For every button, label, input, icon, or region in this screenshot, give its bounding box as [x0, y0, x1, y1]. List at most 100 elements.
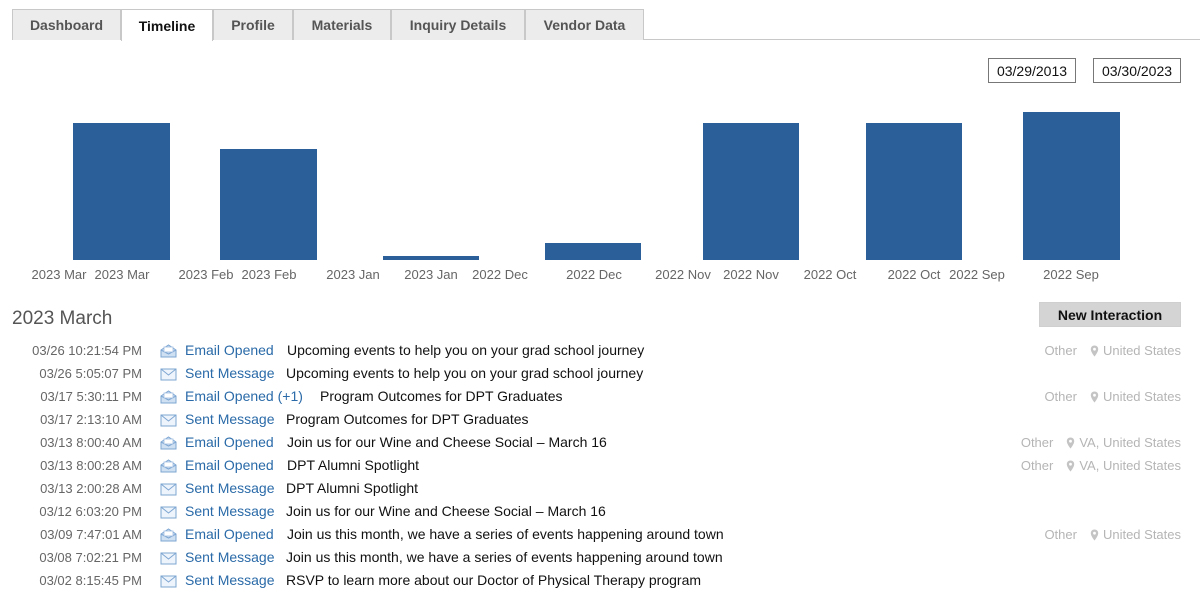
sent-message-icon	[160, 505, 177, 519]
interaction-subject: Join us this month, we have a series of …	[286, 549, 723, 565]
interaction-subject: Join us for our Wine and Cheese Social –…	[287, 434, 607, 450]
sent-message-icon	[160, 367, 177, 381]
interaction-row[interactable]: 03/09 7:47:01 AM Email Opened Join us this…	[0, 523, 1200, 546]
chart-bar[interactable]	[220, 149, 317, 260]
interaction-type-link[interactable]: Sent Message	[185, 365, 275, 381]
month-heading: 2023 March	[12, 308, 113, 329]
interaction-type-link[interactable]: Email Opened	[185, 457, 274, 473]
interaction-timestamp: 03/13 8:00:40 AM	[40, 435, 142, 450]
interaction-timestamp: 03/13 2:00:28 AM	[40, 481, 142, 496]
x-tick-label: 2023 Mar	[32, 267, 88, 282]
x-tick-label: 2022 Oct	[888, 267, 941, 282]
interaction-location: United States	[1102, 343, 1181, 358]
interaction-location: United States	[1102, 527, 1181, 542]
x-tick-label: 2022 Nov	[723, 267, 779, 282]
interaction-meta: Other United States	[1044, 343, 1181, 358]
interaction-row[interactable]: 03/08 7:02:21 PM Sent Message Join us this…	[0, 546, 1200, 569]
interaction-timestamp: 03/12 6:03:20 PM	[39, 504, 142, 519]
email-opened-icon	[160, 459, 177, 473]
x-tick-label: 2022 Oct	[804, 267, 857, 282]
chart-bar[interactable]	[545, 243, 641, 260]
sent-message-icon	[160, 482, 177, 496]
interaction-row[interactable]: 03/13 2:00:28 AM Sent Message DPT Alumni S…	[0, 477, 1200, 500]
interaction-timestamp: 03/17 5:30:11 PM	[40, 389, 142, 404]
interaction-timestamp: 03/02 8:15:45 PM	[39, 573, 142, 588]
interaction-source: Other	[1044, 389, 1077, 404]
interaction-row[interactable]: 03/17 5:30:11 PM Email Opened (+1) Program…	[0, 385, 1200, 408]
tab-bar: Dashboard Timeline Profile Materials Inq…	[0, 0, 1200, 41]
email-opened-icon	[160, 528, 177, 542]
interaction-type-link[interactable]: Email Opened	[185, 526, 274, 542]
interaction-location: VA, United States	[1079, 435, 1181, 450]
interaction-timestamp: 03/09 7:47:01 AM	[40, 527, 142, 542]
interaction-type-link[interactable]: Sent Message	[185, 549, 275, 565]
interaction-type-link[interactable]: Email Opened (+1)	[185, 388, 303, 404]
chart-bar[interactable]	[73, 123, 170, 260]
interaction-timestamp: 03/13 8:00:28 AM	[40, 458, 142, 473]
interaction-type-link[interactable]: Sent Message	[185, 480, 275, 496]
tab-profile[interactable]: Profile	[213, 9, 293, 40]
x-tick-label: 2022 Sep	[1043, 267, 1099, 282]
interaction-subject: Program Outcomes for DPT Graduates	[320, 388, 563, 404]
interaction-timestamp: 03/17 2:13:10 AM	[40, 412, 142, 427]
interaction-subject: Upcoming events to help you on your grad…	[286, 365, 644, 381]
interaction-row[interactable]: 03/26 10:21:54 PM Email Opened Upcoming ev…	[0, 339, 1200, 362]
interaction-meta: Other VA, United States	[1021, 435, 1181, 450]
interaction-row[interactable]: 03/13 8:00:40 AM Email Opened Join us for …	[0, 431, 1200, 454]
location-pin-icon	[1066, 437, 1075, 449]
location-pin-icon	[1090, 391, 1099, 403]
start-date-field[interactable]: 03/29/2013	[988, 58, 1076, 83]
interaction-type-link[interactable]: Email Opened	[185, 434, 274, 450]
tab-materials[interactable]: Materials	[293, 9, 391, 40]
email-opened-icon	[160, 344, 177, 358]
new-interaction-button[interactable]: New Interaction	[1039, 302, 1181, 327]
interaction-location: VA, United States	[1079, 458, 1181, 473]
interaction-type-link[interactable]: Sent Message	[185, 572, 275, 588]
interaction-subject: Program Outcomes for DPT Graduates	[286, 411, 529, 427]
tab-inquiry-details[interactable]: Inquiry Details	[391, 9, 525, 40]
timeline-bar-chart: 2023 Mar 2023 Mar 2023 Feb 2023 Feb 2023 Jan…	[32, 112, 1120, 282]
interaction-type-link[interactable]: Email Opened	[185, 342, 274, 358]
interaction-row[interactable]: 03/12 6:03:20 PM Sent Message Join us for …	[0, 500, 1200, 523]
chart-bar[interactable]	[703, 123, 799, 260]
tab-vendor-data[interactable]: Vendor Data	[525, 9, 644, 40]
interaction-row[interactable]: 03/02 8:15:45 PM Sent Message RSVP to lear…	[0, 569, 1200, 592]
interaction-meta: Other United States	[1044, 389, 1181, 404]
interaction-timestamp: 03/08 7:02:21 PM	[39, 550, 142, 565]
interaction-timestamp: 03/26 5:05:07 PM	[39, 366, 142, 381]
end-date-field[interactable]: 03/30/2023	[1093, 58, 1181, 83]
x-tick-label: 2022 Dec	[566, 267, 622, 282]
chart-bar[interactable]	[1023, 112, 1120, 260]
interaction-subject: DPT Alumni Spotlight	[287, 457, 420, 473]
interaction-subject: DPT Alumni Spotlight	[286, 480, 419, 496]
interaction-source: Other	[1020, 458, 1054, 473]
interaction-type-link[interactable]: Sent Message	[185, 503, 275, 519]
x-tick-label: 2022 Sep	[949, 267, 1005, 282]
email-opened-icon	[160, 390, 177, 404]
interaction-row[interactable]: 03/17 2:13:10 AM Sent Message Program Outc…	[0, 408, 1200, 431]
email-opened-icon	[160, 436, 177, 450]
interaction-list: 03/26 10:21:54 PM Email Opened Upcoming ev…	[0, 339, 1200, 592]
x-tick-label: 2022 Nov	[655, 267, 711, 282]
interaction-subject: Upcoming events to help you on your grad…	[287, 342, 645, 358]
x-tick-label: 2023 Feb	[179, 267, 234, 282]
interaction-meta: Other United States	[1044, 527, 1181, 542]
interaction-row[interactable]: 03/26 5:05:07 PM Sent Message Upcoming eve…	[0, 362, 1200, 385]
sent-message-icon	[160, 413, 177, 427]
x-tick-label: 2023 Jan	[404, 267, 458, 282]
x-tick-label: 2022 Dec	[472, 267, 528, 282]
sent-message-icon	[160, 574, 177, 588]
x-tick-label: 2023 Mar	[95, 267, 151, 282]
interaction-subject: Join us this month, we have a series of …	[287, 526, 724, 542]
sent-message-icon	[160, 551, 177, 565]
tab-timeline[interactable]: Timeline	[121, 9, 213, 41]
interaction-type-link[interactable]: Sent Message	[185, 411, 275, 427]
location-pin-icon	[1066, 460, 1075, 472]
x-tick-label: 2023 Jan	[326, 267, 380, 282]
chart-bar[interactable]	[383, 256, 479, 260]
interaction-timestamp: 03/26 10:21:54 PM	[32, 343, 142, 358]
chart-bar[interactable]	[866, 123, 962, 260]
interaction-location: United States	[1102, 389, 1181, 404]
interaction-row[interactable]: 03/13 8:00:28 AM Email Opened DPT Alumni S…	[0, 454, 1200, 477]
tab-dashboard[interactable]: Dashboard	[12, 9, 121, 40]
